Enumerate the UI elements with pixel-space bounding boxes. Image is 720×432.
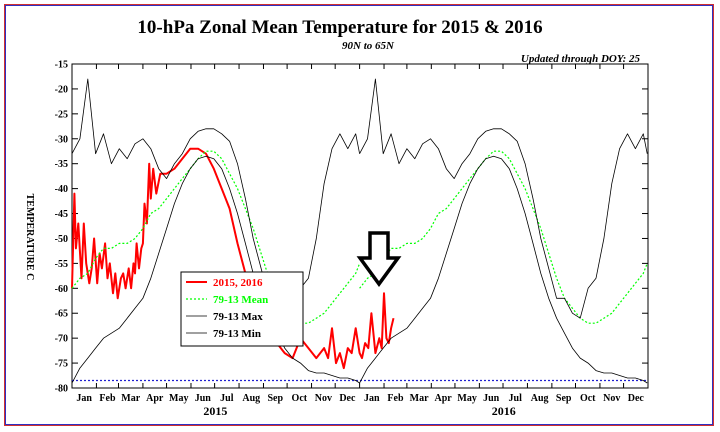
- outer-frame-red: [4, 4, 714, 426]
- x-tick-label: May: [169, 393, 188, 404]
- series-line-79-13-mean: [359, 150, 648, 324]
- y-tick-label: -80: [55, 384, 68, 395]
- series-line-79-13-min: [71, 155, 360, 384]
- y-tick-label: -20: [55, 84, 68, 95]
- x-tick-label: Dec: [628, 393, 645, 404]
- y-tick-label: -35: [55, 159, 68, 170]
- chart-title: 10-hPa Zonal Mean Temperature for 2015 &…: [137, 17, 542, 38]
- y-tick-label: -55: [55, 259, 68, 270]
- x-year-label: 2016: [492, 404, 516, 418]
- outer-frame-blue: [5, 5, 713, 425]
- x-tick-label: Jul: [509, 393, 523, 404]
- x-tick-label: Mar: [410, 393, 429, 404]
- x-tick-label: Apr: [146, 393, 164, 404]
- chart-subtitle: 90N to 65N: [342, 40, 395, 52]
- arrow-shape: [356, 231, 402, 287]
- x-tick-label: Feb: [387, 393, 404, 404]
- x-tick-label: Oct: [580, 393, 596, 404]
- x-tick-label: Nov: [603, 393, 620, 404]
- plot-frame: [71, 63, 649, 389]
- update-note: Updated through DOY: 25: [521, 53, 641, 65]
- x-tick-label: Oct: [292, 393, 308, 404]
- x-tick-label: Jun: [195, 393, 212, 404]
- y-tick-label: -40: [55, 184, 68, 195]
- x-tick-label: Jul: [220, 393, 234, 404]
- x-tick-label: Aug: [242, 393, 260, 404]
- x-tick-label: Feb: [99, 393, 116, 404]
- series-line-79-13-max: [359, 78, 648, 319]
- plot-area: -15 -20 -25 -30 -35 -40 -45 -50 -55 -60 -65 -70 -75 -…: [55, 60, 649, 418]
- legend-box: [180, 271, 304, 347]
- series-line-79-13-max: [71, 78, 360, 319]
- x-tick-label: Sep: [556, 393, 572, 404]
- down-arrow-annotation: [356, 231, 402, 287]
- legend-label: 79-13 Min: [213, 328, 261, 340]
- series-line-2015-2016: [71, 147, 395, 370]
- x-tick-label: Jun: [483, 393, 500, 404]
- legend-label: 79-13 Max: [213, 311, 263, 323]
- x-tick-label: Dec: [339, 393, 356, 404]
- series-line-79-13-mean: [71, 150, 361, 324]
- x-tick-label: Mar: [121, 393, 140, 404]
- y-tick-label: -30: [55, 134, 68, 145]
- x-tick-label: Jan: [364, 393, 380, 404]
- y-tick-label: -75: [55, 359, 68, 370]
- x-tick-label: Nov: [315, 393, 332, 404]
- legend-label: 79-13 Mean: [213, 294, 268, 306]
- y-tick-label: -45: [55, 209, 68, 220]
- x-tick-label: Apr: [435, 393, 453, 404]
- x-tick-label: Aug: [531, 393, 549, 404]
- legend-label: 2015, 2016: [213, 277, 263, 289]
- legend: 2015, 2016 79-13 Mean 79-13 Max 79-13 Min: [180, 271, 304, 347]
- x-year-label: 2015: [203, 404, 227, 418]
- y-axis-label: TEMPERATURE C: [24, 194, 35, 281]
- x-tick-label: Sep: [268, 393, 284, 404]
- y-tick-label: -70: [55, 334, 68, 345]
- y-tick-label: -25: [55, 109, 68, 120]
- x-tick-label: Jan: [76, 393, 92, 404]
- y-tick-label: -50: [55, 234, 68, 245]
- y-tick-label: -60: [55, 284, 68, 295]
- y-tick-label: -65: [55, 309, 68, 320]
- y-tick-label: -15: [55, 60, 68, 71]
- series-line-79-13-min: [359, 155, 648, 384]
- x-tick-label: May: [457, 393, 476, 404]
